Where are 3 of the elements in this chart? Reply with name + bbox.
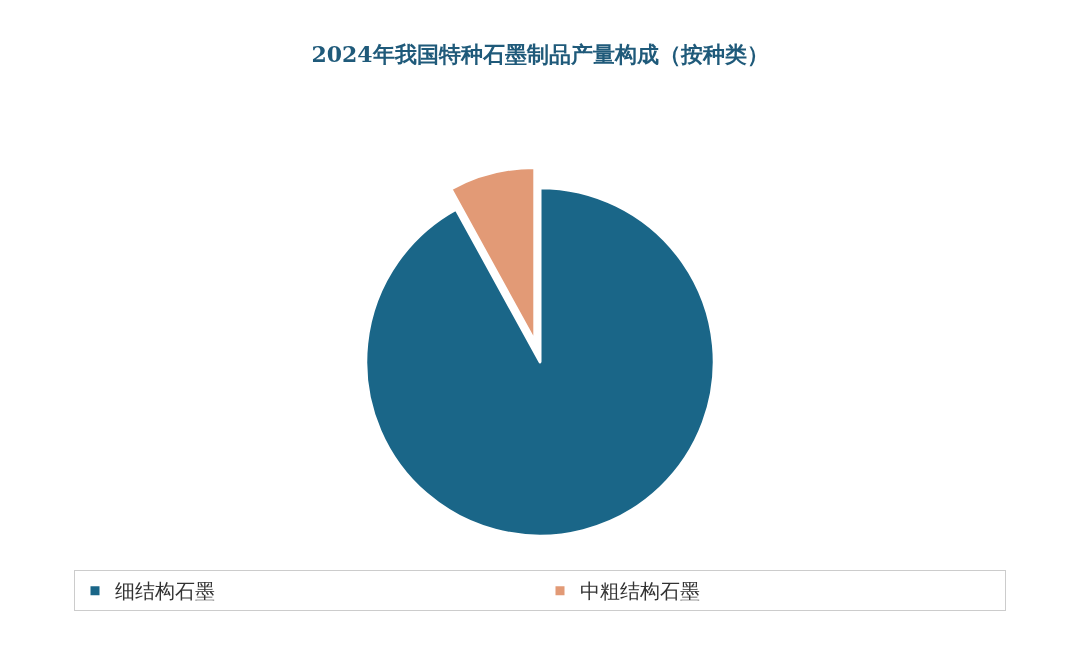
legend-label: 中粗结构石墨 xyxy=(580,579,700,604)
legend-label: 细结构石墨 xyxy=(115,579,215,604)
chart-title: 2024年我国特种石墨制品产量构成（按种类） xyxy=(311,40,769,67)
